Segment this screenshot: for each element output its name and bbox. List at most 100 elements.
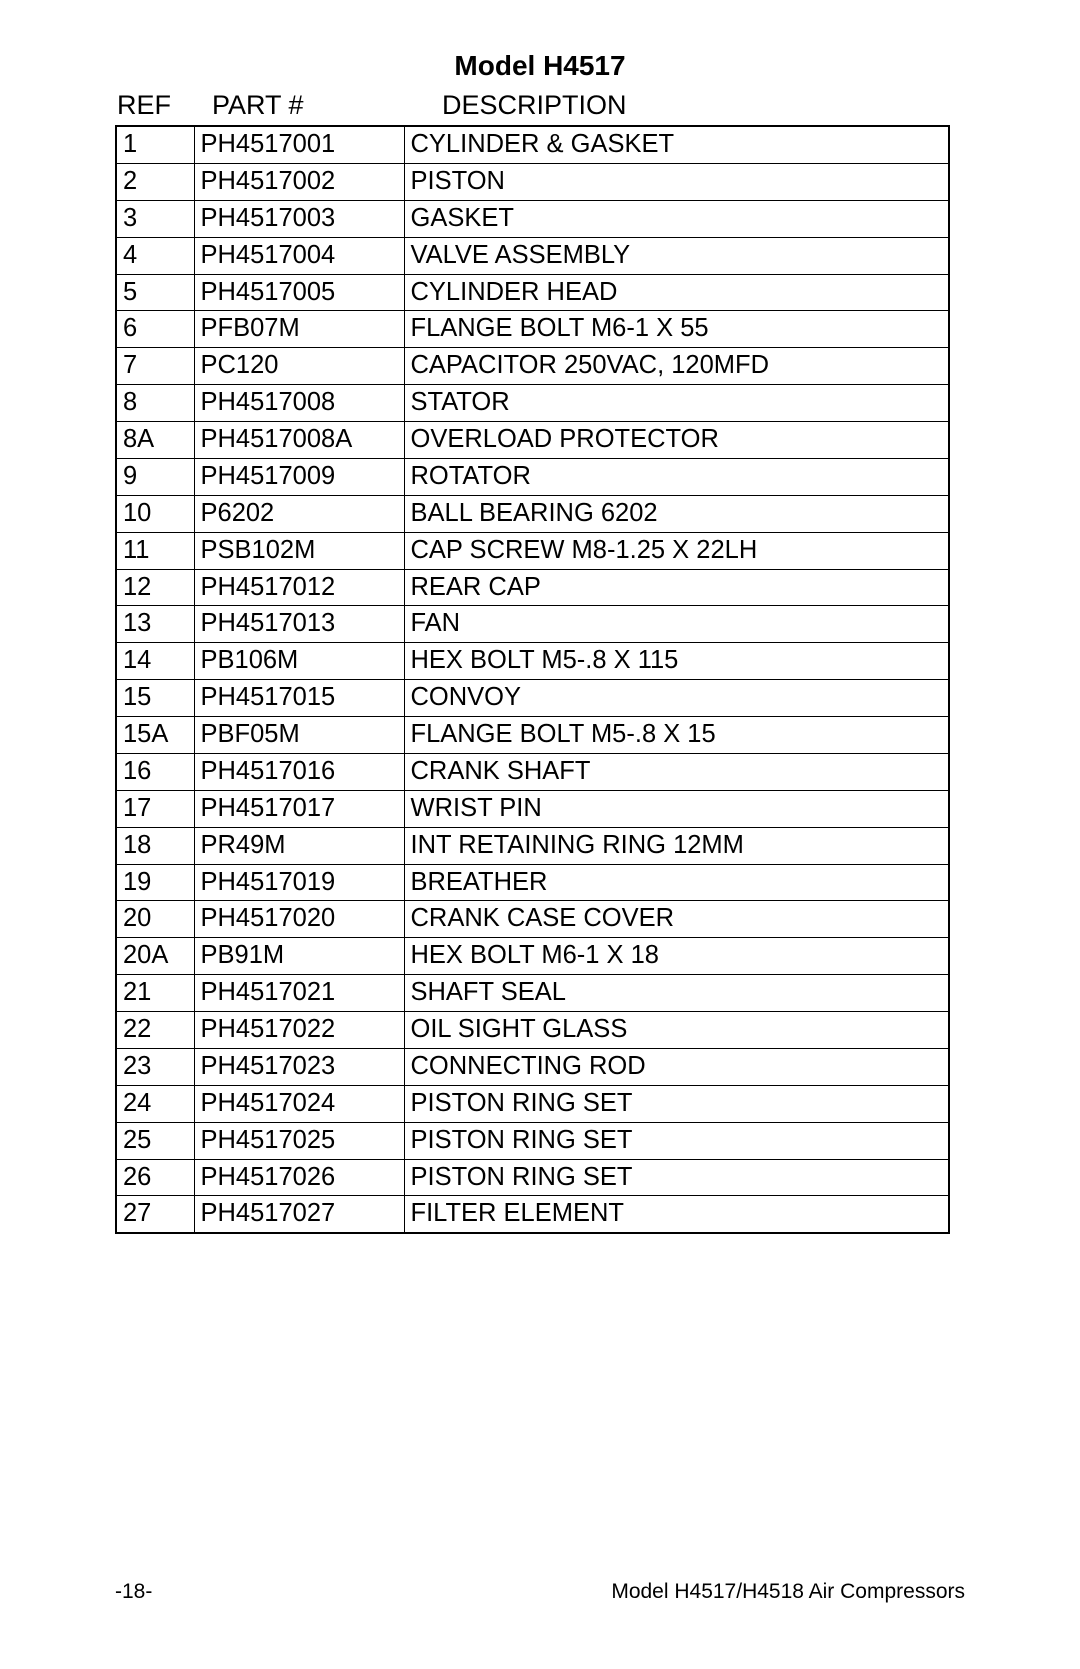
cell-part: PH4517021	[194, 975, 404, 1012]
cell-ref: 15A	[116, 717, 194, 754]
cell-desc: CAP SCREW M8-1.25 X 22LH	[404, 532, 949, 569]
table-row: 17PH4517017WRIST PIN	[116, 790, 949, 827]
page-title: Model H4517	[115, 50, 965, 82]
cell-ref: 18	[116, 827, 194, 864]
cell-part: P6202	[194, 495, 404, 532]
footer-page-number: -18-	[115, 1580, 152, 1604]
cell-part: PH4517001	[194, 126, 404, 163]
cell-desc: HEX BOLT M6-1 X 18	[404, 938, 949, 975]
cell-part: PH4517024	[194, 1085, 404, 1122]
cell-desc: CRANK CASE COVER	[404, 901, 949, 938]
header-desc: DESCRIPTION	[442, 90, 965, 121]
cell-ref: 11	[116, 532, 194, 569]
table-row: 20PH4517020CRANK CASE COVER	[116, 901, 949, 938]
cell-part: PC120	[194, 348, 404, 385]
cell-desc: OVERLOAD PROTECTOR	[404, 422, 949, 459]
cell-part: PH4517016	[194, 753, 404, 790]
table-row: 13PH4517013FAN	[116, 606, 949, 643]
cell-desc: CAPACITOR 250VAC, 120MFD	[404, 348, 949, 385]
cell-ref: 25	[116, 1122, 194, 1159]
table-row: 8APH4517008AOVERLOAD PROTECTOR	[116, 422, 949, 459]
cell-ref: 27	[116, 1196, 194, 1233]
table-row: 24PH4517024PISTON RING SET	[116, 1085, 949, 1122]
table-headers: REF PART # DESCRIPTION	[115, 90, 965, 121]
table-row: 2PH4517002PISTON	[116, 163, 949, 200]
cell-part: PH4517026	[194, 1159, 404, 1196]
table-row: 23PH4517023CONNECTING ROD	[116, 1048, 949, 1085]
header-ref: REF	[117, 90, 212, 121]
cell-part: PBF05M	[194, 717, 404, 754]
cell-part: PR49M	[194, 827, 404, 864]
cell-ref: 26	[116, 1159, 194, 1196]
table-row: 15APBF05MFLANGE BOLT M5-.8 X 15	[116, 717, 949, 754]
cell-desc: PISTON	[404, 163, 949, 200]
cell-desc: BREATHER	[404, 864, 949, 901]
table-row: 21PH4517021SHAFT SEAL	[116, 975, 949, 1012]
parts-table: 1PH4517001CYLINDER & GASKET2PH4517002PIS…	[115, 125, 950, 1234]
cell-ref: 19	[116, 864, 194, 901]
cell-desc: OIL SIGHT GLASS	[404, 1012, 949, 1049]
page-footer: -18- Model H4517/H4518 Air Compressors	[115, 1580, 965, 1604]
cell-part: PH4517004	[194, 237, 404, 274]
cell-ref: 23	[116, 1048, 194, 1085]
cell-desc: FLANGE BOLT M5-.8 X 15	[404, 717, 949, 754]
table-row: 10P6202BALL BEARING 6202	[116, 495, 949, 532]
cell-part: PH4517022	[194, 1012, 404, 1049]
cell-desc: VALVE ASSEMBLY	[404, 237, 949, 274]
table-row: 7PC120CAPACITOR 250VAC, 120MFD	[116, 348, 949, 385]
cell-desc: FAN	[404, 606, 949, 643]
table-row: 12PH4517012REAR CAP	[116, 569, 949, 606]
cell-desc: HEX BOLT M5-.8 X 115	[404, 643, 949, 680]
cell-ref: 22	[116, 1012, 194, 1049]
cell-ref: 5	[116, 274, 194, 311]
cell-part: PH4517015	[194, 680, 404, 717]
cell-ref: 20A	[116, 938, 194, 975]
cell-part: PH4517012	[194, 569, 404, 606]
cell-part: PH4517008A	[194, 422, 404, 459]
cell-ref: 8	[116, 385, 194, 422]
cell-ref: 14	[116, 643, 194, 680]
cell-ref: 21	[116, 975, 194, 1012]
cell-desc: REAR CAP	[404, 569, 949, 606]
cell-part: PH4517019	[194, 864, 404, 901]
cell-desc: PISTON RING SET	[404, 1122, 949, 1159]
table-row: 25PH4517025PISTON RING SET	[116, 1122, 949, 1159]
cell-ref: 12	[116, 569, 194, 606]
cell-ref: 15	[116, 680, 194, 717]
table-row: 3PH4517003GASKET	[116, 200, 949, 237]
cell-desc: FLANGE BOLT M6-1 X 55	[404, 311, 949, 348]
cell-desc: CONVOY	[404, 680, 949, 717]
cell-ref: 8A	[116, 422, 194, 459]
table-row: 27PH4517027FILTER ELEMENT	[116, 1196, 949, 1233]
cell-desc: CRANK SHAFT	[404, 753, 949, 790]
cell-ref: 3	[116, 200, 194, 237]
table-row: 9PH4517009ROTATOR	[116, 458, 949, 495]
cell-desc: STATOR	[404, 385, 949, 422]
cell-desc: BALL BEARING 6202	[404, 495, 949, 532]
header-part: PART #	[212, 90, 442, 121]
cell-part: PH4517017	[194, 790, 404, 827]
cell-part: PH4517023	[194, 1048, 404, 1085]
footer-doc-title: Model H4517/H4518 Air Compressors	[611, 1580, 965, 1604]
cell-ref: 6	[116, 311, 194, 348]
cell-part: PH4517009	[194, 458, 404, 495]
cell-part: PH4517008	[194, 385, 404, 422]
cell-desc: GASKET	[404, 200, 949, 237]
cell-part: PH4517025	[194, 1122, 404, 1159]
cell-ref: 2	[116, 163, 194, 200]
cell-desc: CYLINDER HEAD	[404, 274, 949, 311]
cell-ref: 17	[116, 790, 194, 827]
cell-desc: PISTON RING SET	[404, 1085, 949, 1122]
table-row: 11PSB102MCAP SCREW M8-1.25 X 22LH	[116, 532, 949, 569]
table-row: 20APB91MHEX BOLT M6-1 X 18	[116, 938, 949, 975]
cell-ref: 24	[116, 1085, 194, 1122]
cell-part: PH4517003	[194, 200, 404, 237]
table-row: 8PH4517008STATOR	[116, 385, 949, 422]
table-row: 14PB106MHEX BOLT M5-.8 X 115	[116, 643, 949, 680]
table-row: 15PH4517015CONVOY	[116, 680, 949, 717]
cell-ref: 16	[116, 753, 194, 790]
table-row: 1PH4517001CYLINDER & GASKET	[116, 126, 949, 163]
cell-desc: SHAFT SEAL	[404, 975, 949, 1012]
cell-desc: CONNECTING ROD	[404, 1048, 949, 1085]
cell-part: PFB07M	[194, 311, 404, 348]
